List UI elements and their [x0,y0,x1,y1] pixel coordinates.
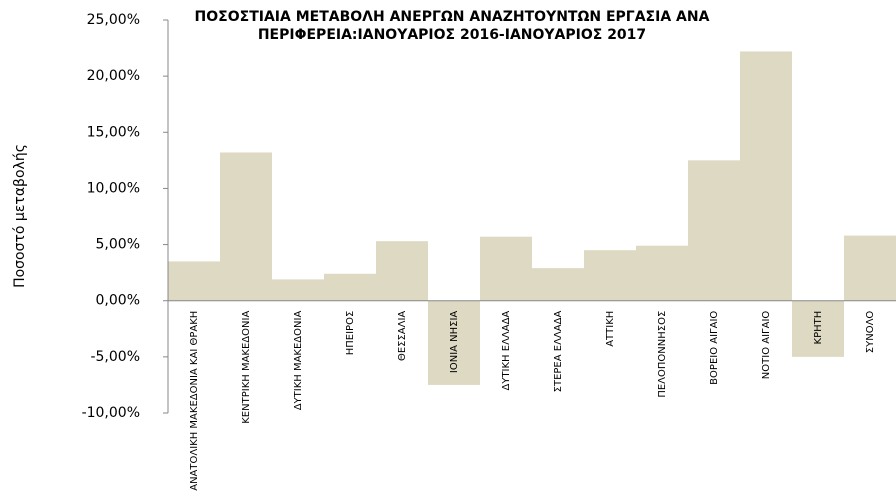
x-tick-label: ΗΠΕΙΡΟΣ [345,311,356,356]
chart-title: ΠΕΡΙΦΕΡΕΙΑ:ΙΑΝΟΥΑΡΙΟΣ 2016-ΙΑΝΟΥΑΡΙΟΣ 20… [258,27,646,43]
bar [168,261,220,301]
x-tick-label: ΙΟΝΙΑ ΝΗΣΙΑ [449,311,460,374]
bar [480,236,532,301]
bar [532,268,584,301]
bar [584,250,636,301]
y-tick-label: 0,00% [96,293,140,309]
x-tick-label: ΣΤΕΡΕΑ ΕΛΛΑΔΑ [553,311,564,393]
y-tick-label: 5,00% [96,237,140,253]
x-tick-label: ΘΕΣΣΑΛΙΑ [397,311,408,361]
x-tick-label: ΣΥΝΟΛΟ [865,311,876,354]
x-tick-label: ΝΟΤΙΟ ΑΙΓΑΙΟ [761,311,772,380]
bars [168,51,896,385]
chart-title: ΠΟΣΟΣΤΙΑΙΑ ΜΕΤΑΒΟΛΗ ΑΝΕΡΓΩΝ ΑΝΑΖΗΤΟΥΝΤΩΝ… [195,9,710,25]
bar [792,300,844,357]
y-axis-label: Ποσοστό μεταβολής [12,144,28,288]
bar [740,51,792,301]
bar [844,235,896,301]
y-tick-label: 10,00% [87,180,140,196]
x-tick-label: ΠΕΛΟΠΟΝΝΗΣΟΣ [657,311,668,398]
y-tick-label: -5,00% [90,349,140,365]
y-tick-label: 20,00% [87,68,140,84]
y-tick-label: 25,00% [87,12,140,28]
y-tick-label: -10,00% [82,405,140,421]
x-tick-label: ΚΡΗΤΗ [813,311,824,345]
x-tick-label: ΔΥΤΙΚΗ ΕΛΛΑΔΑ [501,311,512,391]
bar [376,241,428,301]
x-tick-label: ΒΟΡΕΙΟ ΑΙΓΑΙΟ [709,311,720,385]
bar [428,300,480,385]
bar [324,273,376,301]
x-tick-label: ΔΥΤΙΚΗ ΜΑΚΕΔΟΝΙΑ [293,311,304,411]
x-tick-label: ΑΝΑΤΟΛΙΚΗ ΜΑΚΕΔΟΝΙΑ ΚΑΙ ΘΡΑΚΗ [189,311,200,491]
x-tick-label: ΚΕΝΤΡΙΚΗ ΜΑΚΕΔΟΝΙΑ [241,311,252,424]
bar [272,279,324,301]
y-tick-label: 15,00% [87,124,140,140]
bar [688,160,740,301]
bar [220,152,272,301]
bar [636,245,688,301]
x-tick-label: ΑΤΤΙΚΗ [605,311,616,347]
